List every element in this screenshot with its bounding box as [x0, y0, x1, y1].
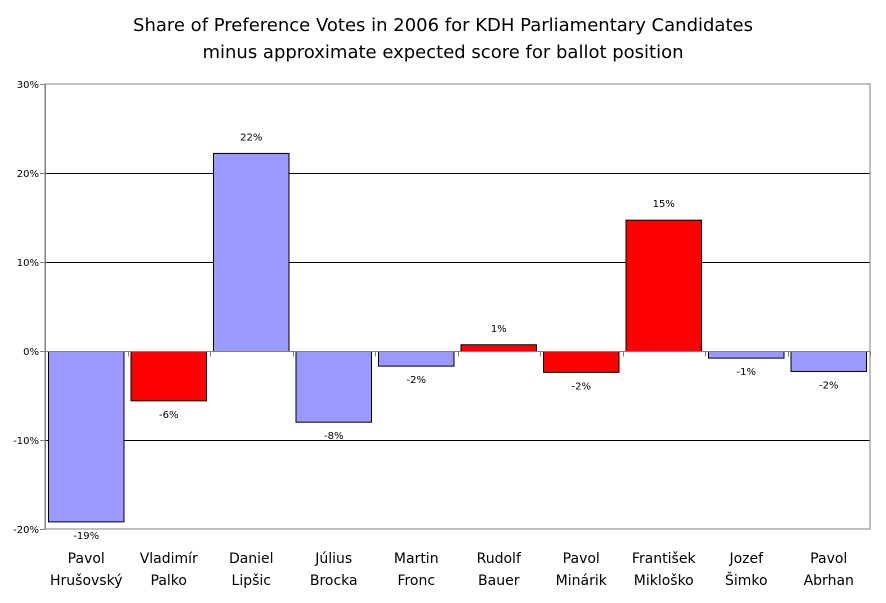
data-label-6: -2%: [572, 381, 591, 392]
bar-8: [708, 351, 785, 359]
y-tick-label-5: -20%: [13, 525, 39, 536]
plot-area-frame: [44, 83, 871, 530]
category-label-2-1: Lipšic: [232, 573, 271, 589]
y-tick-label-0: 30%: [17, 80, 39, 91]
category-label-1-1: Palko: [151, 573, 187, 589]
category-label-8-1: Šimko: [725, 571, 768, 589]
data-label-5: 1%: [491, 324, 507, 335]
bar-9: [790, 351, 867, 372]
category-label-5-0: Rudolf: [477, 551, 522, 567]
category-label-7-1: Mikloško: [634, 573, 694, 589]
category-label-4-1: Fronc: [397, 573, 435, 589]
data-label-9: -2%: [819, 380, 838, 391]
bar-3: [295, 351, 372, 423]
chart-subtitle: minus approximate expected score for bal…: [202, 42, 684, 63]
labels: 30% 20% 10% 0% -10% -20% -19% Pavol Hrušovský -6%…: [13, 80, 854, 589]
category-label-9-0: Pavol: [810, 551, 847, 567]
category-label-5-1: Bauer: [478, 573, 520, 589]
y-tick-label-4: -10%: [13, 436, 39, 447]
bar-7: [625, 219, 702, 352]
category-label-0-0: Pavol: [68, 551, 105, 567]
bar-6: [543, 351, 620, 373]
data-label-4: -2%: [407, 375, 426, 386]
chart-title: Share of Preference Votes in 2006 for KD…: [0, 12, 886, 66]
axes: [40, 84, 871, 530]
category-label-2-0: Daniel: [229, 551, 274, 567]
bars: [48, 152, 867, 523]
y-tick-label-3: 0%: [23, 347, 39, 358]
category-label-3-0: Július: [314, 551, 352, 567]
bar-2: [213, 152, 290, 352]
category-label-7-0: František: [632, 551, 697, 567]
data-label-3: -8%: [324, 431, 343, 442]
chart-title-line-1: Share of Preference Votes in 2006 for KD…: [133, 15, 753, 36]
bar-4: [378, 351, 455, 367]
bar-1: [130, 351, 207, 402]
category-label-6-0: Pavol: [563, 551, 600, 567]
category-label-6-1: Minárik: [556, 573, 608, 589]
category-label-1-0: Vladimír: [140, 551, 198, 567]
data-label-2: 22%: [240, 132, 262, 143]
category-label-0-1: Hrušovský: [50, 573, 123, 589]
data-label-1: -6%: [159, 410, 178, 421]
data-label-7: 15%: [653, 199, 675, 210]
y-tick-label-2: 10%: [17, 258, 39, 269]
category-label-8-0: Jozef: [728, 551, 764, 567]
category-label-3-1: Brocka: [310, 573, 358, 589]
category-label-9-1: Abrhan: [804, 573, 854, 589]
bar-5: [460, 344, 537, 352]
data-label-8: -1%: [737, 367, 756, 378]
bar-0: [48, 351, 125, 523]
category-label-4-0: Martin: [394, 551, 439, 567]
y-tick-label-1: 20%: [17, 169, 39, 180]
data-label-0: -19%: [73, 531, 99, 542]
